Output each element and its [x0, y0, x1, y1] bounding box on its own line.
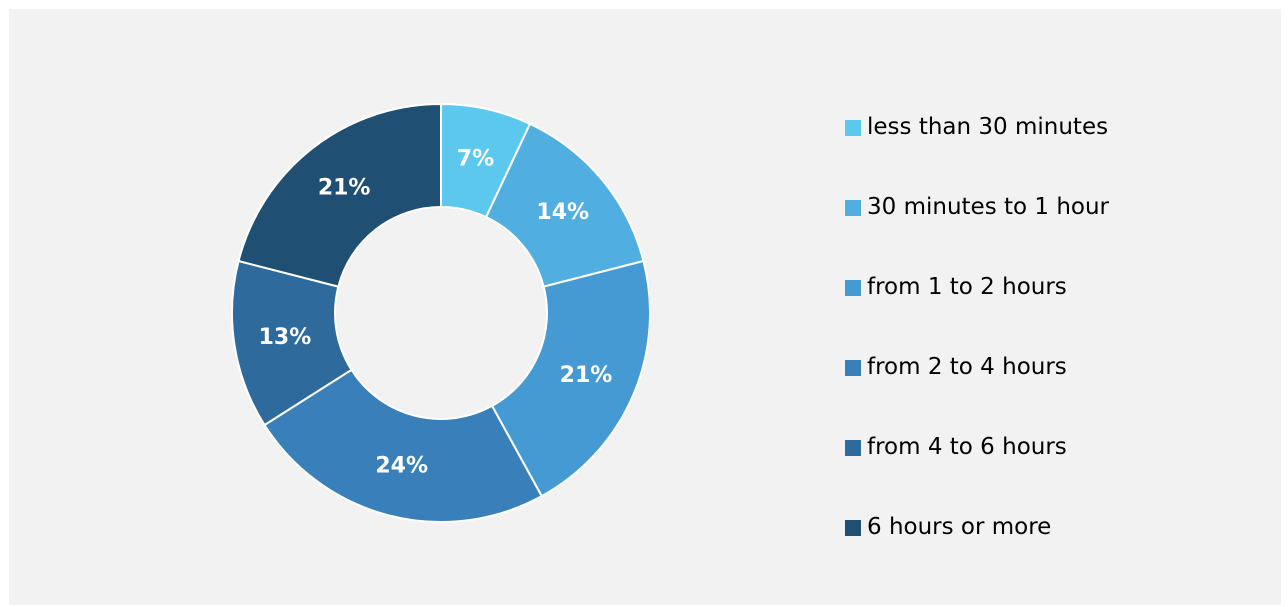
legend-swatch [845, 440, 861, 456]
legend-label: from 2 to 4 hours [867, 354, 1067, 380]
legend-label: from 4 to 6 hours [867, 434, 1067, 460]
donut-chart: 7% 14% 21% 24% 13% 21% [231, 102, 649, 523]
slice-label: 13% [259, 325, 312, 350]
legend-swatch [845, 360, 861, 376]
slice-label: 7% [457, 146, 494, 171]
slice-label: 24% [375, 454, 428, 479]
slice-label: 21% [318, 176, 371, 201]
legend-swatch [845, 280, 861, 296]
legend-swatch [845, 200, 861, 216]
legend-swatch [845, 120, 861, 136]
donut-slice [484, 122, 645, 288]
slice-label: 14% [536, 200, 589, 225]
slice-label: 21% [560, 363, 613, 388]
chart-panel: 7% 14% 21% 24% 13% 21% less than 30 minutes 30… [9, 9, 1281, 605]
donut-slice [490, 259, 649, 498]
donut-slice [263, 368, 544, 523]
legend-swatch [845, 520, 861, 536]
donut-slice [237, 102, 442, 288]
legend-label: 6 hours or more [867, 514, 1052, 540]
legend-label: 30 minutes to 1 hour [867, 194, 1110, 220]
legend-label: less than 30 minutes [867, 114, 1109, 140]
legend-label: from 1 to 2 hours [867, 274, 1067, 300]
